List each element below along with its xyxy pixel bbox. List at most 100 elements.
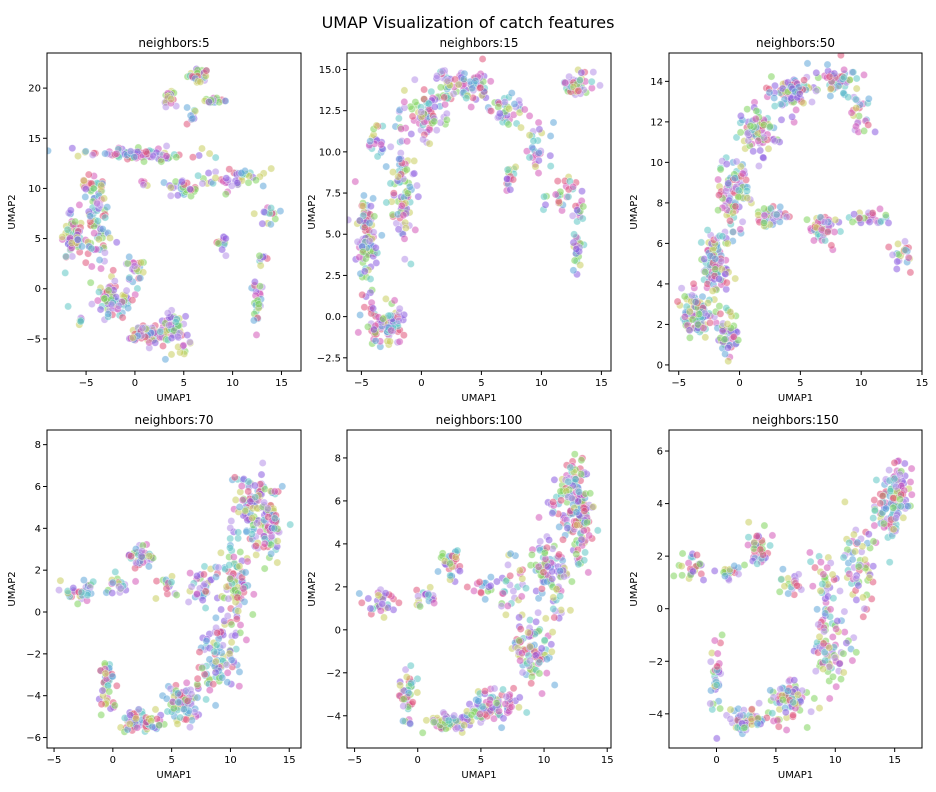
scatter-point bbox=[235, 682, 244, 691]
scatter-point bbox=[454, 80, 463, 89]
scatter-point bbox=[369, 194, 377, 203]
scatter-point bbox=[589, 68, 598, 76]
scatter-point bbox=[673, 297, 682, 306]
scatter-point bbox=[583, 518, 591, 527]
scatter-point bbox=[723, 320, 732, 328]
subplot-title: neighbors:70 bbox=[134, 413, 213, 427]
scatter-point bbox=[179, 705, 188, 713]
scatter-point bbox=[737, 112, 745, 120]
scatter-point bbox=[540, 636, 549, 645]
scatter-point bbox=[503, 165, 512, 174]
scatter-point bbox=[743, 186, 751, 195]
scatter-point bbox=[211, 701, 220, 710]
scatter-point bbox=[256, 282, 264, 291]
scatter-point bbox=[851, 547, 860, 556]
scatter-point bbox=[104, 310, 113, 318]
scatter-point bbox=[252, 541, 260, 550]
scatter-point bbox=[793, 581, 801, 590]
scatter-point bbox=[571, 475, 580, 484]
scatter-point bbox=[81, 258, 90, 267]
y-axis-label: UMAP2 bbox=[7, 571, 18, 606]
y-tick-label: 12.5 bbox=[319, 106, 341, 117]
scatter-point bbox=[193, 572, 201, 580]
scatter-point bbox=[218, 245, 226, 254]
scatter-point bbox=[871, 127, 879, 136]
scatter-point bbox=[186, 723, 194, 732]
scatter-point bbox=[221, 234, 230, 243]
scatter-point bbox=[817, 558, 825, 567]
scatter-point bbox=[578, 214, 587, 223]
scatter-point bbox=[161, 355, 170, 364]
scatter-point bbox=[177, 177, 186, 186]
scatter-point bbox=[69, 584, 78, 592]
scatter-point bbox=[212, 573, 220, 581]
scatter-point bbox=[478, 55, 487, 63]
scatter-point bbox=[199, 570, 208, 579]
y-tick-label: −4 bbox=[326, 711, 341, 722]
scatter-point bbox=[278, 482, 287, 491]
scatter-point bbox=[563, 524, 572, 532]
scatter-point bbox=[424, 99, 433, 108]
scatter-point bbox=[490, 684, 499, 693]
scatter-point bbox=[726, 705, 735, 714]
scatter-point bbox=[198, 144, 206, 153]
subplot-title: neighbors:100 bbox=[436, 413, 523, 427]
scatter-point bbox=[118, 313, 127, 322]
scatter-point bbox=[776, 685, 785, 693]
scatter-point bbox=[235, 562, 244, 571]
scatter-point bbox=[382, 162, 391, 171]
scatter-point bbox=[122, 286, 131, 295]
scatter-point bbox=[784, 687, 792, 695]
scatter-point bbox=[807, 707, 815, 716]
scatter-point bbox=[746, 122, 755, 130]
scatter-point bbox=[68, 239, 76, 247]
scatter-point bbox=[411, 225, 420, 234]
y-tick-label: −2.5 bbox=[317, 353, 341, 364]
y-tick-label: −6 bbox=[26, 733, 41, 744]
scatter-point bbox=[86, 278, 95, 287]
scatter-point bbox=[550, 613, 559, 622]
scatter-point bbox=[400, 234, 409, 243]
scatter-point bbox=[196, 78, 205, 86]
scatter-point bbox=[516, 625, 525, 633]
scatter-point bbox=[248, 610, 257, 619]
scatter-point bbox=[716, 704, 724, 713]
scatter-point bbox=[860, 604, 869, 613]
scatter-point bbox=[772, 210, 781, 219]
scatter-point bbox=[100, 194, 108, 203]
scatter-point bbox=[425, 125, 434, 134]
plot-frame bbox=[46, 429, 302, 749]
scatter-points bbox=[673, 53, 915, 366]
scatter-point bbox=[826, 605, 835, 614]
scatter-point bbox=[410, 156, 419, 165]
scatter-point bbox=[234, 528, 243, 537]
y-axis-label: UMAP2 bbox=[629, 571, 640, 606]
scatter-point bbox=[878, 491, 887, 500]
scatter-point bbox=[800, 76, 808, 85]
scatter-point bbox=[105, 687, 114, 696]
scatter-point bbox=[731, 274, 740, 283]
y-tick-label: 5 bbox=[35, 234, 41, 245]
scatter-point bbox=[151, 705, 160, 714]
scatter-point bbox=[718, 327, 727, 336]
scatter-point bbox=[564, 477, 573, 486]
scatter-point bbox=[518, 649, 526, 658]
scatter-point bbox=[110, 277, 119, 285]
scatter-point bbox=[394, 172, 402, 181]
scatter-point bbox=[162, 142, 171, 150]
scatter-point bbox=[775, 587, 784, 596]
scatter-point bbox=[231, 495, 240, 504]
scatter-point bbox=[467, 103, 476, 111]
scatter-point bbox=[185, 338, 194, 346]
scatter-point bbox=[499, 589, 507, 598]
scatter-point bbox=[731, 202, 740, 211]
scatter-point bbox=[715, 191, 723, 199]
scatter-point bbox=[509, 684, 518, 693]
scatter-point bbox=[577, 470, 585, 478]
scatter-point bbox=[198, 179, 207, 188]
scatter-point bbox=[125, 720, 134, 728]
scatter-point bbox=[93, 296, 102, 305]
scatter-point bbox=[442, 116, 451, 124]
scatter-point bbox=[73, 235, 82, 244]
scatter-point bbox=[722, 278, 731, 287]
